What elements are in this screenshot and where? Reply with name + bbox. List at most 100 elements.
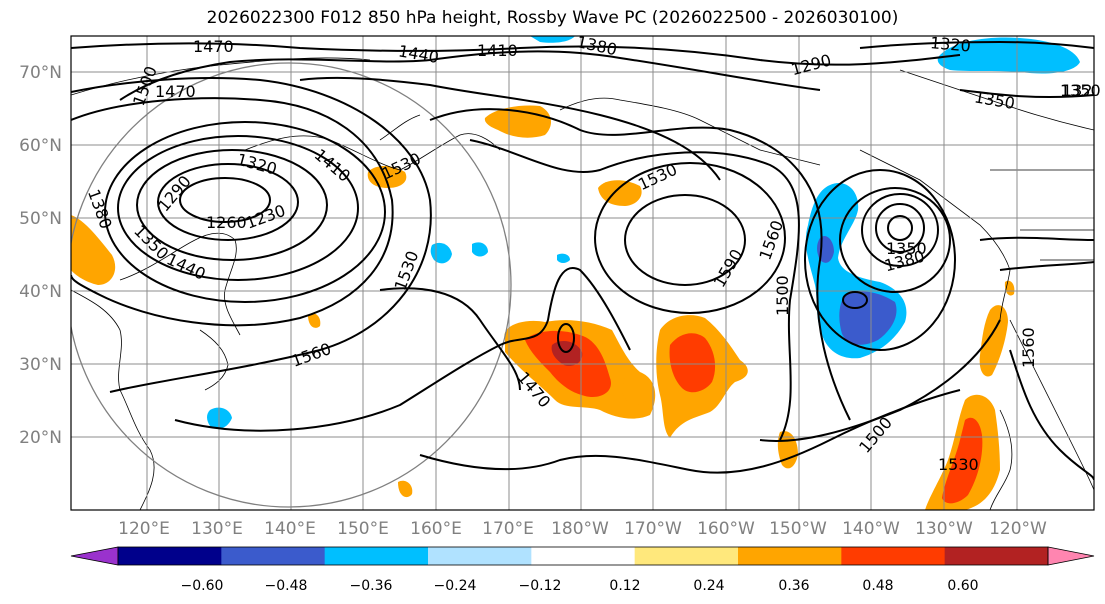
colorbar-tick-label: −0.48 [265, 578, 308, 594]
positive-anomaly-region [308, 313, 321, 328]
contour-line [959, 89, 1094, 99]
colorbar-tick-label: 0.12 [609, 578, 640, 594]
positive-anomaly-region [669, 333, 716, 393]
contour-line [379, 287, 521, 391]
lon-label: 140°E [264, 519, 316, 539]
lat-label: 40°N [19, 282, 62, 302]
lon-label: 130°E [191, 519, 243, 539]
lat-label: 20°N [19, 428, 62, 448]
contour-line [624, 194, 746, 286]
contour-line [979, 236, 1094, 241]
lon-label: 170°W [624, 519, 682, 539]
contour-line [117, 135, 359, 281]
contour-label: 1260 [206, 213, 247, 232]
lon-label: 150°E [337, 519, 389, 539]
region-circle [71, 62, 512, 508]
contour-line [804, 169, 956, 351]
colorbar-swatch [70, 546, 119, 566]
map-title: 2026022300 F012 850 hPa height, Rossby W… [206, 8, 899, 28]
contour-line [887, 215, 913, 241]
positive-anomaly-region [979, 305, 1008, 377]
colorbar-ticks: −0.60 −0.48 −0.36 −0.24 −0.12 0.12 0.24 … [181, 578, 979, 594]
lon-label: 160°E [410, 519, 462, 539]
contour-label: 1560 [1019, 327, 1038, 368]
contour-label: 132 [1062, 81, 1093, 100]
colorbar-swatch [324, 547, 429, 565]
contour-line [174, 267, 631, 432]
colorbar [70, 546, 1095, 566]
colorbar-swatch [428, 547, 532, 565]
lon-label: 130°W [915, 519, 973, 539]
colorbar-swatch [738, 547, 842, 565]
lon-label: 160°W [697, 519, 755, 539]
negative-anomaly-region [472, 242, 488, 257]
contour-label: 1470 [155, 82, 196, 101]
contour-label: 1530 [938, 455, 979, 474]
contour-line [469, 139, 800, 441]
contour-line [1009, 349, 1094, 481]
contour-label: 1470 [193, 37, 234, 56]
contour-line [759, 319, 1001, 442]
lon-label: 170°E [482, 519, 534, 539]
contour-label: 1500 [773, 275, 792, 316]
colorbar-swatch [634, 547, 739, 565]
contour-line [594, 162, 786, 314]
negative-anomaly-region [937, 37, 1080, 74]
contour-line [71, 97, 394, 327]
contour-label: 1320 [929, 33, 971, 55]
positive-anomaly-region [942, 417, 983, 504]
contour-line [179, 177, 271, 223]
negative-anomaly-region [530, 36, 575, 43]
lon-label: 150°W [769, 519, 827, 539]
colorbar-tick-label: −0.60 [181, 578, 224, 594]
contour-line [859, 40, 1094, 49]
colorbar-swatch [221, 547, 326, 565]
lat-label: 50°N [19, 209, 62, 229]
contour-line [71, 42, 961, 66]
positive-anomaly-region [71, 215, 116, 285]
contour-line [875, 203, 925, 253]
contour-line [157, 163, 299, 241]
positive-anomaly-region [622, 373, 651, 405]
contour-label: 1350 [886, 239, 927, 258]
colorbar-swatch [531, 547, 636, 565]
contour-line [136, 149, 328, 261]
lon-label: 180°W [551, 519, 609, 539]
contour-line [299, 76, 721, 181]
contour-line [119, 50, 821, 101]
negative-anomaly-region [557, 253, 570, 263]
colorbar-tick-label: 0.36 [778, 578, 809, 594]
colorbar-tick-label: −0.12 [519, 578, 562, 594]
latitude-labels: 20°N 30°N 40°N 50°N 60°N 70°N [19, 63, 62, 448]
lat-label: 30°N [19, 355, 62, 375]
longitude-labels: 120°E 130°E 140°E 150°E 160°E 170°E 180°… [118, 519, 1047, 539]
lon-label: 140°W [842, 519, 900, 539]
contour-line [861, 193, 939, 267]
lat-label: 70°N [19, 63, 62, 83]
positive-anomaly-region [398, 480, 413, 498]
negative-anomaly-region [839, 291, 897, 345]
contour-line [842, 291, 868, 309]
map-border [70, 35, 1095, 511]
colorbar-swatch [1047, 546, 1095, 566]
colorbar-swatch [841, 547, 946, 565]
colorbar-tick-label: 0.24 [693, 578, 724, 594]
colorbar-tick-label: −0.36 [350, 578, 393, 594]
contour-line [557, 323, 575, 353]
lon-label: 120°W [989, 519, 1047, 539]
gridlines [71, 36, 1094, 510]
colorbar-swatch [944, 547, 1049, 565]
contour-label: 1410 [477, 41, 518, 60]
height-contours [71, 40, 1094, 481]
lat-label: 60°N [19, 136, 62, 156]
contour-line [104, 121, 386, 303]
colorbar-tick-label: 0.60 [947, 578, 978, 594]
lon-label: 120°E [118, 519, 170, 539]
colorbar-swatch [118, 547, 222, 565]
colorbar-border [117, 546, 1049, 566]
colorbar-tick-label: 0.48 [862, 578, 893, 594]
contour-label: 1350 [1060, 81, 1101, 100]
anomaly-shading [71, 36, 1080, 510]
contour-line [999, 261, 1094, 271]
